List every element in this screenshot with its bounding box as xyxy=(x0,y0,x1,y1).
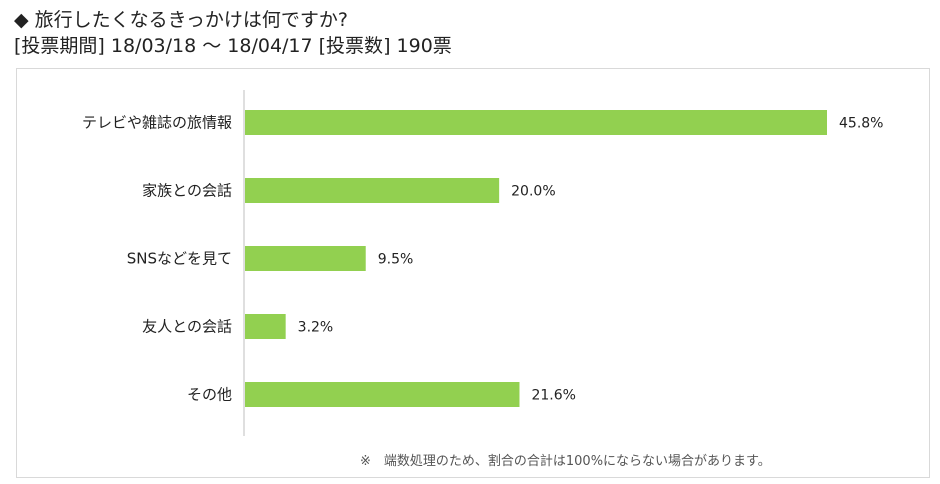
chart-marks: テレビや雑誌の旅情報 45.8% 家族との会話 20.0% SNSなどを見て 9.5% 友人… xyxy=(82,90,883,436)
footnote: ※ 端数処理のため、割合の合計は100%にならない場合があります。 xyxy=(360,454,771,469)
question-text: 旅行したくなるきっかけは何ですか? xyxy=(34,9,348,31)
bar xyxy=(245,314,286,339)
voting-period: [投票期間] 18/03/18 ～ 18/04/17 [投票数] 190票 xyxy=(14,35,452,57)
bar xyxy=(245,246,366,271)
chart-frame xyxy=(16,68,930,478)
bar xyxy=(245,110,827,135)
value-label: 21.6% xyxy=(531,388,575,404)
category-label: テレビや雑誌の旅情報 xyxy=(82,114,232,132)
diamond-icon: ◆ xyxy=(14,9,29,31)
chart-title: ◆ 旅行したくなるきっかけは何ですか? xyxy=(14,8,348,32)
value-label: 3.2% xyxy=(298,320,334,336)
category-label: 家族との会話 xyxy=(142,182,232,200)
bar xyxy=(245,382,520,407)
category-label: その他 xyxy=(187,386,232,404)
category-label: SNSなどを見て xyxy=(127,250,232,268)
category-label: 友人との会話 xyxy=(142,318,232,336)
value-label: 45.8% xyxy=(839,116,883,132)
value-label: 9.5% xyxy=(378,252,414,268)
bar xyxy=(245,178,500,203)
value-label: 20.0% xyxy=(511,184,555,200)
